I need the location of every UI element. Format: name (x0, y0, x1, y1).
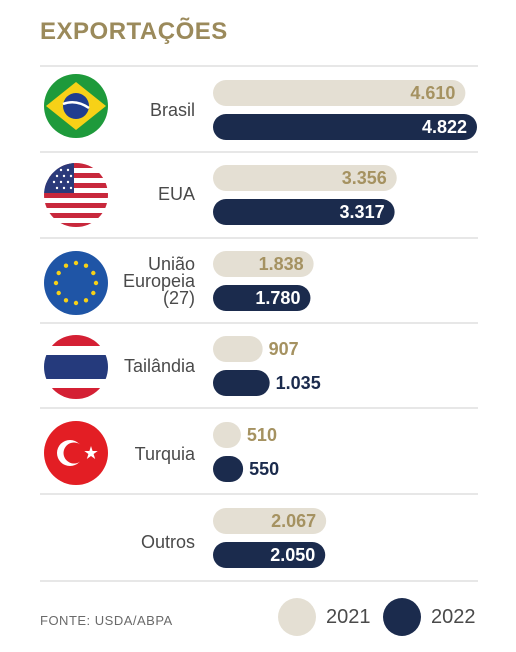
category-label-line: Turquia (134, 444, 195, 464)
eu-star (56, 270, 61, 276)
category-label-line: EUA (157, 184, 195, 204)
category-label-line: Europeia (122, 271, 195, 291)
data-label-2021: 1.838 (259, 254, 304, 274)
brazil-flag-icon (44, 74, 108, 138)
legend-swatch-2022 (383, 598, 421, 636)
category-label: Brasil (30, 100, 195, 120)
eu-star (63, 298, 69, 303)
turkey-flag-icon (44, 421, 108, 485)
category-label: Outros (30, 532, 195, 552)
bar-2022 (213, 199, 395, 225)
bar-2021 (213, 336, 263, 362)
category-label-line: União (147, 254, 195, 274)
data-label-2021: 2.067 (271, 511, 316, 531)
bar-2022 (213, 456, 244, 482)
data-label-2022: 3.317 (340, 202, 385, 222)
eu-star (56, 290, 61, 296)
data-label-2022: 1.035 (276, 373, 321, 393)
data-label-2022: 1.780 (255, 288, 300, 308)
eu-star (83, 263, 89, 268)
bar-2022 (213, 542, 326, 568)
category-label: Tailândia (30, 356, 195, 376)
chart-title: EXPORTAÇÕES (40, 18, 228, 45)
eu-flag-icon (44, 251, 108, 315)
source-note: FONTE: USDA/ABPA (40, 613, 173, 628)
eu-star (53, 280, 59, 286)
bar-2021 (213, 508, 327, 534)
legend-label-2022: 2022 (431, 605, 476, 628)
bar-2022 (213, 285, 311, 311)
bar-2021 (213, 80, 466, 106)
bar-2021 (213, 422, 241, 448)
legend-item-2022: 2022 (383, 598, 476, 636)
category-label: União Europeia (27) (30, 254, 195, 308)
eu-star (83, 298, 89, 303)
category-label-line: Brasil (149, 100, 195, 120)
category-label-line: Outros (140, 532, 195, 552)
eu-star (73, 300, 79, 306)
category-label: EUA (30, 184, 195, 204)
eu-star (91, 270, 96, 276)
usa-flag-icon (44, 163, 108, 227)
data-label-2022: 550 (249, 459, 279, 479)
legend-label-2021: 2021 (326, 605, 371, 628)
data-label-2021: 4.610 (410, 83, 455, 103)
data-label-2022: 2.050 (270, 545, 315, 565)
legend-item-2021: 2021 (278, 598, 371, 636)
category-label-line: Tailândia (123, 356, 195, 376)
eu-star (91, 290, 96, 296)
bar-2022 (213, 114, 477, 140)
eu-star (73, 260, 79, 266)
category-label: Turquia (30, 444, 195, 464)
data-label-2021: 907 (269, 339, 299, 359)
data-label-2022: 4.822 (422, 117, 467, 137)
category-label-line: (27) (162, 288, 195, 308)
bar-2021 (213, 251, 314, 277)
eu-star (93, 280, 99, 286)
thailand-flag-icon (44, 335, 108, 399)
eu-star (63, 263, 69, 268)
data-label-2021: 510 (247, 425, 277, 445)
data-label-2021: 3.356 (342, 168, 387, 188)
legend-swatch-2021 (278, 598, 316, 636)
bar-2022 (213, 370, 270, 396)
bar-2021 (213, 165, 397, 191)
